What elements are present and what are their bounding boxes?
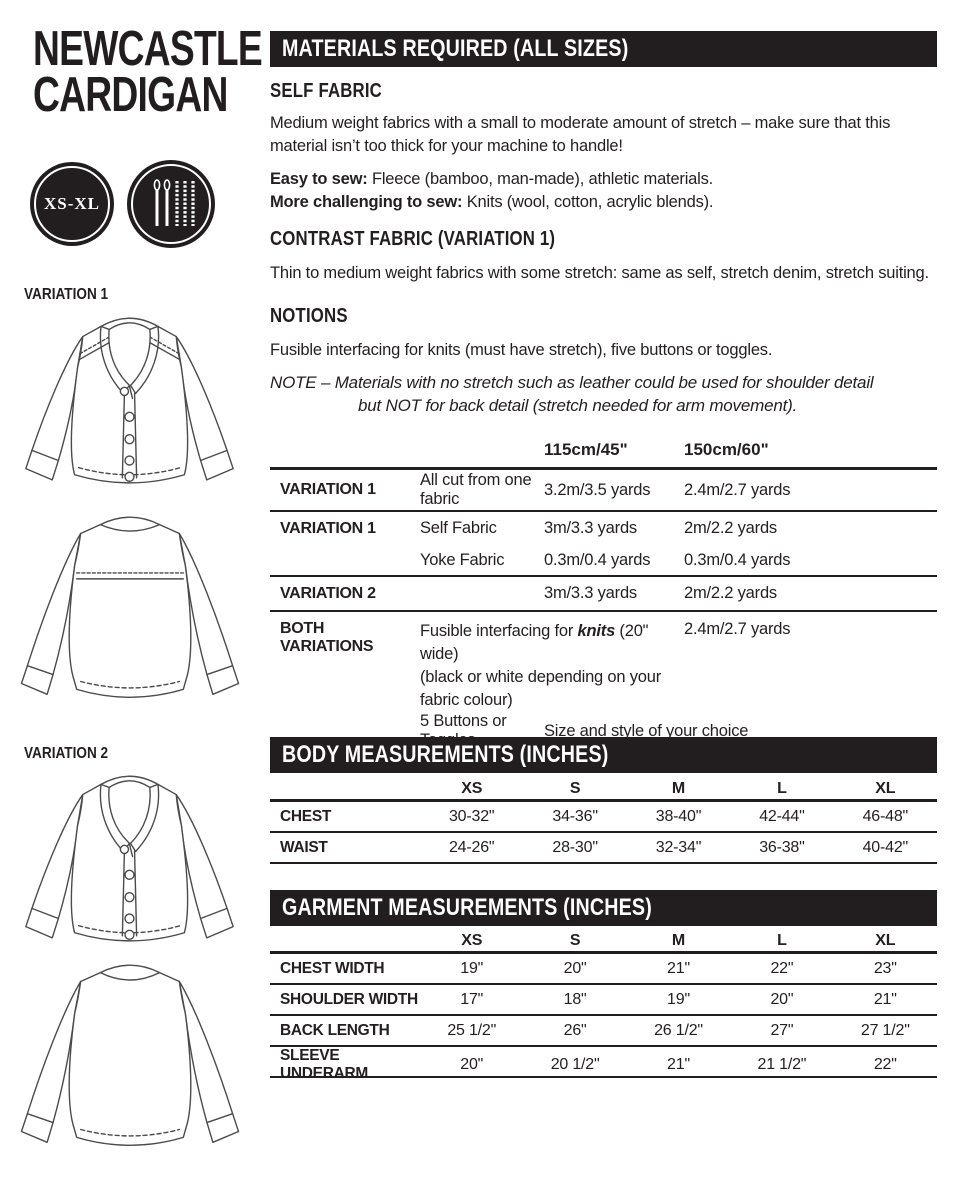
body-measurements-header: BODY MEASUREMENTS (INCHES) (270, 737, 937, 773)
easy-to-sew-line: Easy to sew: Fleece (bamboo, man-made), … (270, 168, 934, 191)
front-yoke-seams (79, 338, 181, 360)
yardage-header-row: 115cm/45" 150cm/60" (270, 432, 937, 470)
easy-to-sew-label: Easy to sew: (270, 170, 368, 188)
table-row: Yoke Fabric 0.3m/0.4 yards 0.3m/0.4 yard… (270, 545, 937, 577)
variation1-front-illustration (10, 302, 250, 490)
interfacing-cell: Fusible interfacing for knits (20" wide)… (420, 622, 662, 709)
contrast-fabric-heading: CONTRAST FABRIC (VARIATION 1) (270, 228, 556, 250)
materials-section-title: MATERIALS REQUIRED (ALL SIZES) (282, 35, 629, 62)
table-row: VARIATION 1 All cut from one fabric 3.2m… (270, 470, 937, 512)
variation1-label: VARIATION 1 (24, 286, 109, 303)
yardage-table: 115cm/45" 150cm/60" VARIATION 1 All cut … (270, 432, 937, 749)
garment-measurements-title: GARMENT MEASUREMENTS (INCHES) (282, 894, 652, 921)
notions-description: Fusible interfacing for knits (must have… (270, 341, 773, 359)
notions-heading: NOTIONS (270, 305, 348, 327)
self-fabric-heading: SELF FABRIC (270, 80, 382, 102)
variation2-back-illustration (8, 944, 252, 1166)
pattern-title: NEWCASTLE CARDIGAN (33, 22, 334, 122)
size-range-badge: XS-XL (30, 162, 114, 246)
badge-row: XS-XL (30, 160, 215, 248)
challenging-to-sew-line: More challenging to sew: Knits (wool, co… (270, 191, 934, 214)
table-row: SLEEVE UNDERARM 20" 20 1/2" 21" 21 1/2" … (270, 1047, 937, 1082)
table-row: BACK LENGTH 25 1/2" 26" 26 1/2" 27" 27 1… (270, 1016, 937, 1047)
variation1-back-illustration (8, 496, 252, 718)
pattern-title-line1: NEWCASTLE (33, 22, 263, 76)
variation2-label: VARIATION 2 (24, 745, 109, 762)
size-header-row: XS S M L XL (270, 930, 937, 954)
table-row: WAIST 24-26" 28-30" 32-34" 36-38" 40-42" (270, 833, 937, 864)
size-range-label: XS-XL (43, 194, 100, 213)
self-fabric-description: Medium weight fabrics with a small to mo… (270, 114, 891, 155)
variation2-front-illustration (10, 760, 250, 948)
table-row: VARIATION 2 3m/3.3 yards 2m/2.2 yards (270, 577, 937, 612)
challenging-to-sew-label: More challenging to sew: (270, 193, 463, 211)
pattern-title-line2: CARDIGAN (33, 68, 228, 122)
badge-ring (131, 164, 211, 244)
table-row-both-variations: BOTH VARIATIONS Fusible interfacing for … (270, 612, 937, 712)
size-header-row: XS S M L XL (270, 778, 937, 802)
badge-ring (34, 166, 110, 242)
needles-badge (127, 160, 215, 248)
body-measurements-table: XS S M L XL CHEST 30-32" 34-36" 38-40" 4… (270, 778, 937, 864)
yardage-col-115: 115cm/45" (544, 439, 628, 459)
garment-measurements-table: XS S M L XL CHEST WIDTH 19" 20" 21" 22" … (270, 930, 937, 1082)
table-row: CHEST WIDTH 19" 20" 21" 22" 23" (270, 954, 937, 985)
table-row: SHOULDER WIDTH 17" 18" 19" 20" 21" (270, 985, 937, 1016)
table-row: CHEST 30-32" 34-36" 38-40" 42-44" 46-48" (270, 802, 937, 833)
easy-to-sew-text: Fleece (bamboo, man-made), athletic mate… (367, 170, 714, 188)
contrast-fabric-description: Thin to medium weight fabrics with some … (270, 264, 929, 282)
body-measurements-title: BODY MEASUREMENTS (INCHES) (282, 741, 609, 768)
garment-measurements-header: GARMENT MEASUREMENTS (INCHES) (270, 890, 937, 926)
table-row: VARIATION 1 Self Fabric 3m/3.3 yards 2m/… (280, 519, 777, 537)
yardage-col-150: 150cm/60" (684, 439, 769, 459)
back-yoke-seam (77, 573, 184, 579)
challenging-to-sew-text: Knits (wool, cotton, acrylic blends). (462, 193, 714, 211)
notions-note-line1: NOTE – Materials with no stretch such as… (270, 373, 874, 392)
notions-note-line2: but NOT for back detail (stretch needed … (358, 396, 798, 415)
materials-section-header: MATERIALS REQUIRED (ALL SIZES) (270, 31, 937, 67)
